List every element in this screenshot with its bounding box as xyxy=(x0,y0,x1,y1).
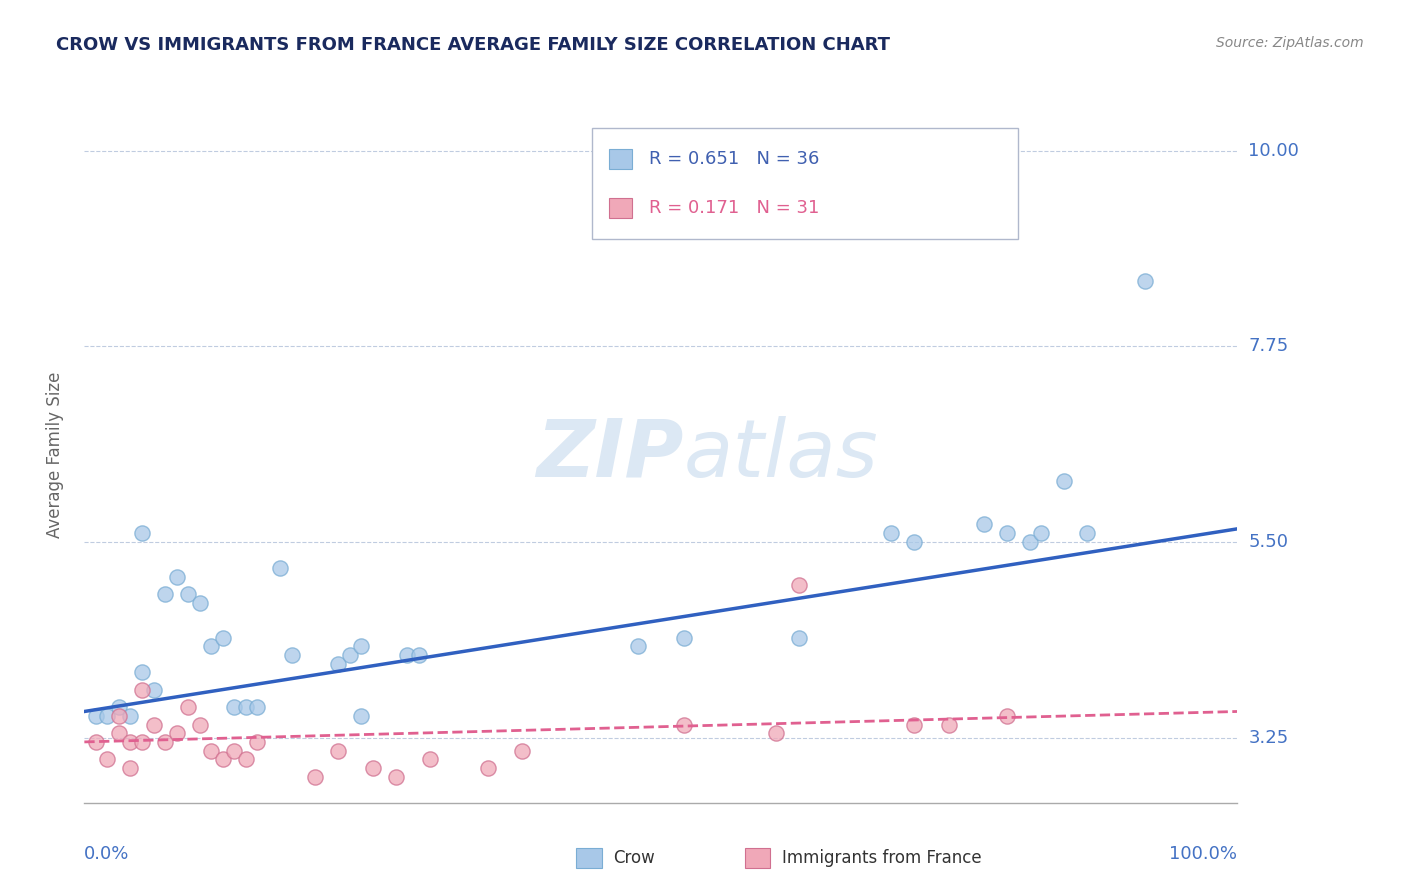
Point xyxy=(938,717,960,731)
Point xyxy=(246,700,269,714)
Point xyxy=(787,578,810,592)
Point xyxy=(131,526,153,541)
Point xyxy=(131,735,153,749)
Point xyxy=(211,631,233,645)
Point xyxy=(350,639,373,653)
Text: Crow: Crow xyxy=(613,849,655,867)
Point xyxy=(384,770,406,784)
Point xyxy=(1031,526,1053,541)
Text: Source: ZipAtlas.com: Source: ZipAtlas.com xyxy=(1216,36,1364,50)
Point xyxy=(200,639,222,653)
Point xyxy=(188,596,211,610)
Point xyxy=(1076,526,1098,541)
Point xyxy=(880,526,903,541)
Point xyxy=(281,648,304,662)
Point xyxy=(131,682,153,697)
Point xyxy=(408,648,430,662)
Point xyxy=(96,752,118,766)
Text: 7.75: 7.75 xyxy=(1249,337,1289,355)
Point xyxy=(512,744,534,758)
Point xyxy=(153,735,176,749)
Point xyxy=(188,717,211,731)
Point xyxy=(120,735,142,749)
Text: CROW VS IMMIGRANTS FROM FRANCE AVERAGE FAMILY SIZE CORRELATION CHART: CROW VS IMMIGRANTS FROM FRANCE AVERAGE F… xyxy=(56,36,890,54)
Text: 5.50: 5.50 xyxy=(1249,533,1288,551)
Point xyxy=(142,717,165,731)
Point xyxy=(672,631,695,645)
Point xyxy=(1133,274,1156,288)
Point xyxy=(903,717,925,731)
Point xyxy=(350,708,373,723)
Point xyxy=(1018,535,1040,549)
Point xyxy=(995,708,1018,723)
Point xyxy=(787,631,810,645)
Point xyxy=(84,708,107,723)
Point xyxy=(973,517,995,532)
Point xyxy=(672,717,695,731)
Point xyxy=(120,708,142,723)
Point xyxy=(339,648,361,662)
Point xyxy=(765,726,787,740)
Point xyxy=(235,700,257,714)
Point xyxy=(200,744,222,758)
Point xyxy=(153,587,176,601)
Point xyxy=(477,761,499,775)
Point xyxy=(224,744,246,758)
Point xyxy=(108,700,131,714)
Point xyxy=(396,648,419,662)
Point xyxy=(903,535,925,549)
Point xyxy=(246,735,269,749)
Text: Immigrants from France: Immigrants from France xyxy=(782,849,981,867)
Point xyxy=(211,752,233,766)
Point xyxy=(995,526,1018,541)
Point xyxy=(1053,474,1076,488)
Point xyxy=(361,761,384,775)
Y-axis label: Average Family Size: Average Family Size xyxy=(45,372,63,538)
Point xyxy=(177,700,200,714)
FancyBboxPatch shape xyxy=(592,128,1018,239)
Text: 3.25: 3.25 xyxy=(1249,729,1289,747)
Point xyxy=(304,770,326,784)
Point xyxy=(166,726,188,740)
Text: 100.0%: 100.0% xyxy=(1170,845,1237,863)
Point xyxy=(142,682,165,697)
Text: 10.00: 10.00 xyxy=(1249,142,1299,160)
Point xyxy=(326,657,349,671)
Point xyxy=(627,639,650,653)
Point xyxy=(419,752,441,766)
Point xyxy=(108,726,131,740)
Bar xyxy=(609,150,631,169)
Point xyxy=(166,570,188,584)
Point xyxy=(235,752,257,766)
Text: R = 0.171   N = 31: R = 0.171 N = 31 xyxy=(648,199,820,217)
Text: R = 0.651   N = 36: R = 0.651 N = 36 xyxy=(648,150,820,169)
Text: 0.0%: 0.0% xyxy=(84,845,129,863)
Point xyxy=(269,561,291,575)
Bar xyxy=(609,198,631,218)
Point xyxy=(131,665,153,680)
Point xyxy=(84,735,107,749)
Point xyxy=(96,708,118,723)
Point xyxy=(224,700,246,714)
Point xyxy=(108,708,131,723)
Text: ZIP: ZIP xyxy=(537,416,683,494)
Point xyxy=(120,761,142,775)
Text: atlas: atlas xyxy=(683,416,879,494)
Point xyxy=(326,744,349,758)
Point xyxy=(177,587,200,601)
